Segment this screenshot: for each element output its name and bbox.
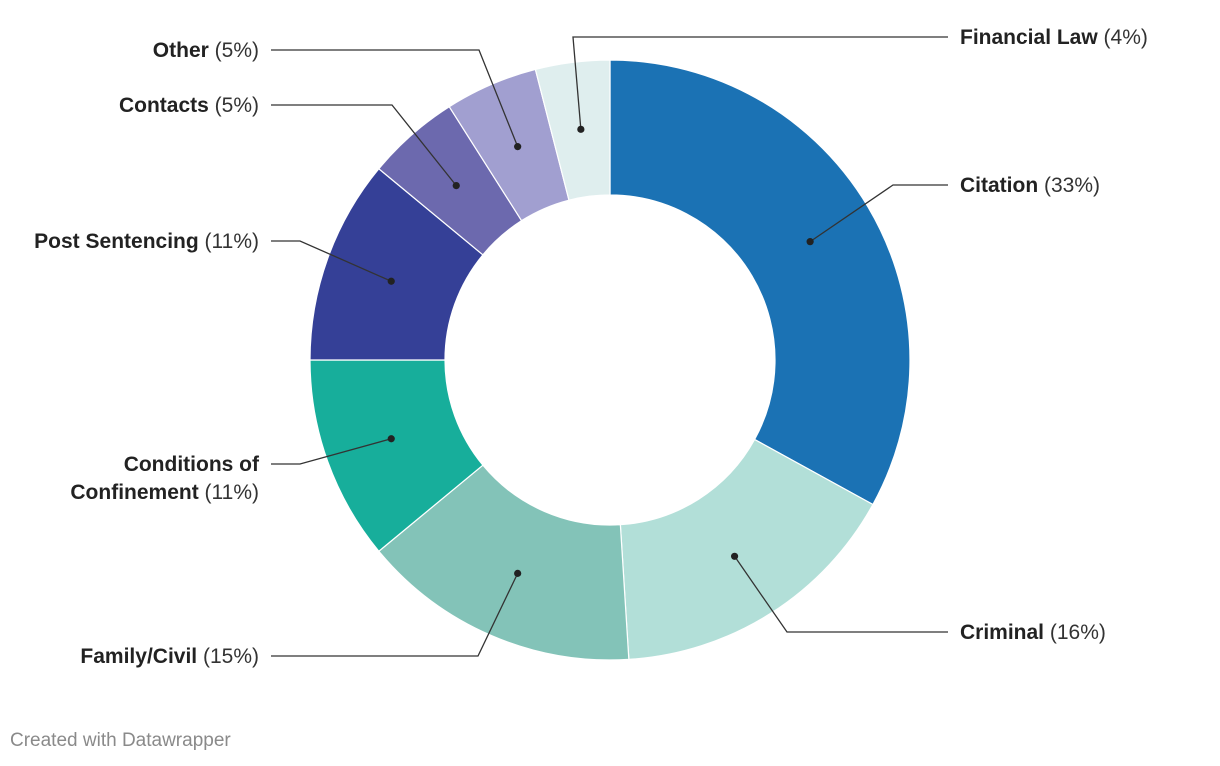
slice-percent-post-sentencing: (11%) [199, 230, 259, 253]
slice-label-conditions-of-confinement-line1: Conditions of [124, 453, 260, 476]
leader-dot-contacts [452, 181, 460, 190]
slice-category-conditions-of-confinement-2: Confinement [70, 481, 198, 504]
leader-line-conditions-of-confinement [271, 438, 392, 465]
slice-labels: Citation (33%) Criminal (16%) Family/Civil… [34, 26, 1148, 668]
slice-category-post-sentencing: Post Sentencing [34, 230, 199, 253]
slice-category-citation: Citation [960, 174, 1038, 197]
leader-dot-other [514, 143, 522, 151]
slice-label-criminal: Criminal (16%) [960, 621, 1106, 644]
slice-percent-financial-law: (4%) [1098, 26, 1148, 49]
donut-slices [309, 59, 911, 661]
slice-label-contacts: Contacts (5%) [119, 94, 259, 117]
credit-footer: Created with Datawrapper [10, 730, 231, 751]
slice-criminal [619, 438, 874, 661]
leader-line-citation [809, 184, 948, 243]
slice-label-post-sentencing: Post Sentencing (11%) [34, 230, 259, 253]
slice-label-financial-law: Financial Law (4%) [960, 26, 1148, 49]
leader-dot-criminal [730, 552, 739, 560]
leader-line-contacts [271, 104, 457, 187]
leader-dot-financial-law [577, 125, 585, 133]
slice-percent-other: (5%) [209, 39, 259, 62]
leader-dot-conditions-of-confinement [387, 435, 395, 443]
leader-lines [271, 36, 948, 657]
leader-line-other [271, 49, 519, 147]
leader-line-post-sentencing [271, 240, 392, 282]
slice-category-contacts: Contacts [119, 94, 209, 117]
slice-percent-citation: (33%) [1038, 174, 1100, 197]
slice-citation [609, 59, 911, 506]
slice-category-criminal: Criminal [960, 621, 1044, 644]
slice-category-family-civil: Family/Civil [80, 645, 197, 668]
leader-dot-post-sentencing [387, 277, 395, 285]
slice-percent-conditions-of-confinement: (11%) [199, 481, 259, 504]
slice-category-other: Other [153, 39, 209, 62]
slice-category-financial-law: Financial Law [960, 26, 1098, 49]
slice-label-family-civil: Family/Civil (15%) [80, 645, 259, 668]
slice-family-civil [378, 464, 630, 661]
slice-category-conditions-of-confinement-1: Conditions of [124, 453, 260, 476]
slice-percent-family-civil: (15%) [197, 645, 259, 668]
slice-label-conditions-of-confinement-line2: Confinement (11%) [70, 481, 259, 504]
leader-line-financial-law [572, 36, 948, 130]
leader-dot-family-civil [514, 569, 522, 577]
leader-line-criminal [734, 555, 948, 633]
slice-financial-law [534, 59, 611, 201]
slice-label-other: Other (5%) [153, 39, 259, 62]
leader-dot-citation [806, 238, 814, 246]
slice-label-citation: Citation (33%) [960, 174, 1100, 197]
slice-percent-criminal: (16%) [1044, 621, 1106, 644]
leader-line-family-civil [271, 573, 519, 657]
slice-percent-contacts: (5%) [209, 94, 259, 117]
